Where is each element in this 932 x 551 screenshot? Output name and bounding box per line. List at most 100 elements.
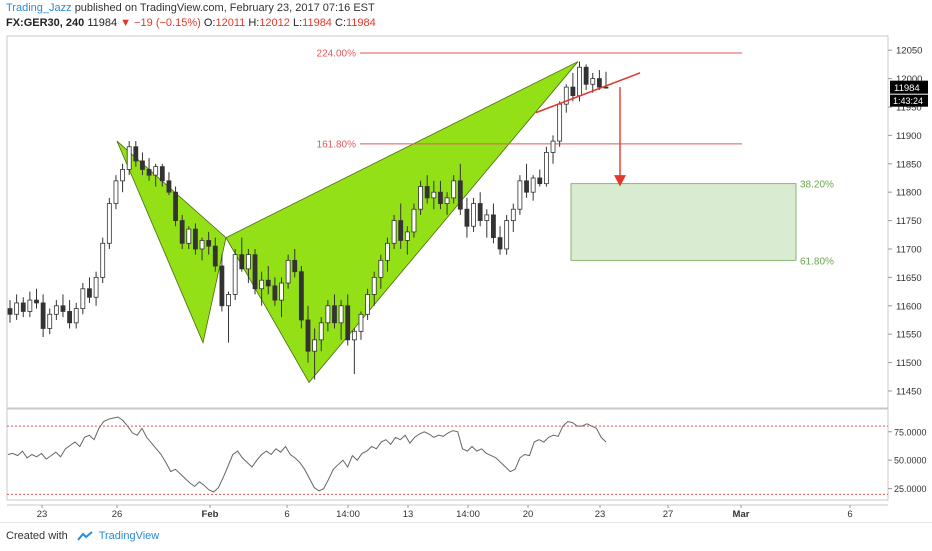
price-tick-label: 12000 xyxy=(896,74,922,85)
time-tick-label: 13 xyxy=(403,509,414,520)
author-link[interactable]: Trading_Jazz xyxy=(6,2,72,14)
candle-body xyxy=(159,166,165,182)
candle-body xyxy=(603,86,609,89)
change-arrow-icon: ▼ xyxy=(120,17,132,29)
candle-body xyxy=(199,240,205,250)
candle-body xyxy=(471,203,476,227)
candle-body xyxy=(140,160,145,170)
pattern-xab-triangle xyxy=(116,140,227,344)
ohlc-line: FX:GER30, 240 11984 ▼ −19 (−0.15%) O:120… xyxy=(6,17,376,29)
candle-body xyxy=(27,299,33,312)
candle-body xyxy=(153,166,159,176)
candle-body xyxy=(120,169,125,182)
candle-body xyxy=(438,191,443,204)
target-bottom-label: 61.80% xyxy=(800,256,834,267)
time-tick-label: 14:00 xyxy=(336,509,360,520)
candle-body xyxy=(292,259,298,273)
candle-body xyxy=(431,191,437,199)
candle-body xyxy=(404,231,410,241)
candle-body xyxy=(40,302,46,329)
price-tick-label: 11450 xyxy=(896,386,922,397)
last-price-label: 11984 xyxy=(894,83,920,94)
candle-body xyxy=(411,208,417,233)
symbol-label: FX:GER30, 240 xyxy=(6,17,85,29)
candle-body xyxy=(212,245,218,267)
rsi-tick-label: 50.0000 xyxy=(894,456,927,466)
candle-body xyxy=(596,78,602,88)
price-value: 11984 xyxy=(87,17,118,29)
target-top-label: 38.20% xyxy=(800,180,834,191)
price-axis[interactable]: 12050 12000 11950 11900 11850 11800 11750 11700… xyxy=(888,46,928,398)
price-tick-label: 11950 xyxy=(896,102,922,113)
candle-body xyxy=(252,254,258,290)
time-tick-label: 23 xyxy=(37,509,48,520)
countdown-badge xyxy=(890,94,928,107)
last-price-badge xyxy=(890,80,928,94)
candle-body xyxy=(219,265,225,307)
candle-body xyxy=(7,308,13,315)
candle-body xyxy=(279,282,284,301)
candle-body xyxy=(93,276,99,298)
candle-body xyxy=(146,169,152,176)
candle-body xyxy=(312,339,318,352)
candle-body xyxy=(113,180,119,204)
candle-body xyxy=(544,152,549,185)
time-axis[interactable]: 23 26 Feb 6 14:00 13 14:00 20 23 27 Mar 6 xyxy=(37,505,853,520)
price-tick-label: 11800 xyxy=(896,188,922,199)
candle-body xyxy=(457,180,463,210)
header: Trading_Jazz published on TradingView.co… xyxy=(0,0,932,34)
candle-body xyxy=(517,180,523,210)
candle-body xyxy=(80,288,86,310)
target-zone: 38.20% 61.80% xyxy=(570,180,834,267)
candle-body xyxy=(477,203,483,221)
candle-body xyxy=(206,240,212,247)
publish-line: Trading_Jazz published on TradingView.co… xyxy=(6,2,375,14)
rsi-pane-frame xyxy=(6,408,889,501)
time-tick-label: 20 xyxy=(523,509,534,520)
low-value: 11984 xyxy=(302,17,332,29)
candle-body xyxy=(590,78,596,85)
rsi-line xyxy=(7,416,607,493)
price-tick-label: 11850 xyxy=(896,159,922,170)
target-zone-box xyxy=(570,183,797,261)
candle-body xyxy=(14,302,20,315)
price-tick-label: 11600 xyxy=(896,301,922,312)
open-value: 12011 xyxy=(215,17,246,29)
candle-body xyxy=(100,242,106,278)
candle-body xyxy=(318,322,324,341)
candle-body xyxy=(418,186,423,210)
candle-body xyxy=(550,140,556,153)
candle-body xyxy=(424,186,430,199)
rsi-tick-label: 25.0000 xyxy=(894,484,927,494)
candle-body xyxy=(325,305,331,324)
candle-body xyxy=(338,305,344,324)
price-tick-label: 12050 xyxy=(896,46,922,57)
candle-body xyxy=(34,299,39,304)
chart-canvas[interactable]: 38.20%61.80% 224.00%161.80% 120501200011… xyxy=(0,0,932,522)
candle-body xyxy=(245,254,251,270)
published-text: published on TradingView.com, February 2… xyxy=(74,2,375,14)
candle-body xyxy=(378,259,384,278)
tradingview-brand-link[interactable]: TradingView xyxy=(98,530,160,542)
candle-body xyxy=(464,208,470,227)
candle-body xyxy=(583,66,589,85)
candle-body xyxy=(193,228,198,250)
candle-body xyxy=(259,279,265,290)
candle-body xyxy=(563,86,569,105)
candle-body xyxy=(166,180,172,193)
candle-body xyxy=(106,203,112,244)
candle-body xyxy=(173,191,178,221)
candle-body xyxy=(272,285,278,301)
candle-body xyxy=(371,276,377,295)
candle-body xyxy=(497,237,503,250)
chart-frames xyxy=(6,35,889,506)
price-tick-label: 11700 xyxy=(896,244,922,255)
time-tick-label: 26 xyxy=(112,509,123,520)
candle-body xyxy=(398,220,404,241)
price-tick-label: 11750 xyxy=(896,216,922,227)
forecast-arrow-icon xyxy=(614,175,626,187)
candle-body xyxy=(186,228,192,244)
candle-body xyxy=(577,66,582,97)
candle-body xyxy=(484,214,490,221)
time-tick-label: 6 xyxy=(847,509,852,520)
